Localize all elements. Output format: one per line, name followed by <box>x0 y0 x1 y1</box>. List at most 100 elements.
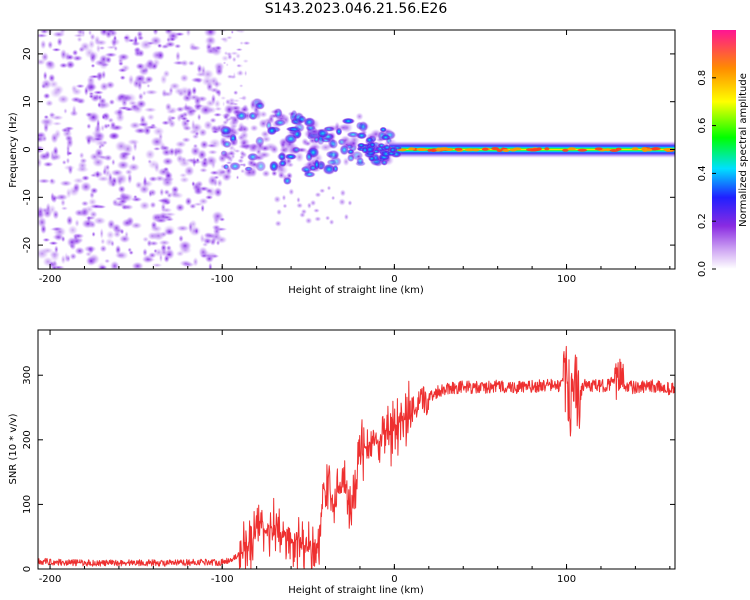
noise-speckle <box>53 245 59 254</box>
noise-speckle <box>105 230 115 240</box>
noise-speckle <box>187 60 196 67</box>
spectrogram-image <box>38 30 675 269</box>
noise-speckle <box>135 62 146 71</box>
transition-blob <box>276 208 283 216</box>
noise-speckle <box>231 56 237 63</box>
transition-blob <box>339 189 347 197</box>
noise-speckle <box>142 247 148 257</box>
noise-speckle <box>148 189 153 198</box>
noise-speckle <box>127 162 141 172</box>
noise-speckle <box>136 79 143 92</box>
spectrogram-transition-region <box>217 97 398 227</box>
carrier-hotspot <box>464 148 475 152</box>
noise-speckle <box>70 96 82 103</box>
noise-speckle <box>109 260 120 269</box>
noise-speckle <box>67 164 74 176</box>
noise-speckle <box>220 95 227 101</box>
transition-blob <box>314 216 322 222</box>
noise-speckle <box>49 178 55 184</box>
transition-blob <box>291 146 301 154</box>
noise-speckle <box>235 52 241 60</box>
noise-speckle <box>110 180 116 188</box>
noise-speckle <box>201 241 209 248</box>
transition-blob <box>283 133 298 145</box>
noise-speckle <box>81 174 90 182</box>
noise-speckle <box>213 112 223 118</box>
carrier-hotspot <box>513 147 522 151</box>
transition-blob <box>288 188 295 196</box>
carrier-hotspot <box>528 148 539 152</box>
noise-speckle <box>203 30 218 38</box>
noise-speckle <box>142 236 150 243</box>
noise-speckle <box>188 203 197 210</box>
noise-speckle <box>78 151 85 160</box>
noise-speckle <box>93 131 106 140</box>
noise-speckle <box>104 258 111 264</box>
snr-x-axis-label: Height of straight line (km) <box>288 585 424 596</box>
noise-speckle <box>52 209 60 220</box>
carrier-hotspot <box>615 147 622 151</box>
noise-speckle <box>95 43 101 54</box>
snr-series-line <box>38 345 675 569</box>
noise-speckle <box>100 238 106 245</box>
snr-x-tick-label: -200 <box>39 574 62 585</box>
noise-speckle <box>74 218 80 228</box>
transition-blob <box>296 196 301 204</box>
colorbar-tick-label: 0.4 <box>697 165 708 181</box>
noise-speckle <box>96 261 107 269</box>
noise-speckle <box>220 54 230 62</box>
noise-speckle <box>175 224 190 232</box>
noise-speckle <box>223 50 229 56</box>
transition-blob <box>281 194 287 202</box>
transition-blob <box>249 124 259 132</box>
transition-blob <box>330 195 336 201</box>
noise-speckle <box>174 203 186 213</box>
noise-speckle <box>98 60 109 70</box>
noise-speckle <box>69 252 78 261</box>
noise-speckle <box>205 186 217 198</box>
noise-speckle <box>89 186 99 195</box>
noise-speckle <box>213 61 225 72</box>
noise-speckle <box>136 30 144 39</box>
noise-speckle <box>71 49 79 57</box>
transition-blob <box>278 159 287 168</box>
transition-blob <box>273 118 287 127</box>
carrier-hotspot <box>496 148 503 152</box>
noise-speckle <box>178 234 184 243</box>
noise-speckle <box>51 47 62 52</box>
noise-speckle <box>148 240 159 247</box>
noise-speckle <box>40 39 47 50</box>
noise-speckle <box>207 174 219 187</box>
noise-speckle <box>38 178 51 184</box>
noise-speckle <box>235 175 240 180</box>
noise-speckle <box>206 106 217 114</box>
colorbar-label: Normalized spectral amplitude <box>738 73 749 227</box>
transition-blob <box>250 161 258 167</box>
noise-speckle <box>150 136 164 148</box>
noise-speckle <box>71 87 83 96</box>
noise-speckle <box>242 40 251 46</box>
noise-speckle <box>201 76 214 87</box>
noise-speckle <box>184 118 191 123</box>
noise-speckle <box>157 167 171 177</box>
noise-speckle <box>55 193 69 201</box>
noise-speckle <box>239 150 246 157</box>
noise-speckle <box>42 92 51 100</box>
noise-speckle <box>99 227 104 240</box>
carrier-hotspot <box>567 147 577 151</box>
noise-speckle <box>48 111 56 120</box>
transition-blob <box>319 142 333 152</box>
noise-speckle <box>51 226 63 232</box>
transition-blob <box>305 151 313 162</box>
noise-speckle <box>233 148 241 154</box>
noise-speckle <box>71 54 84 62</box>
transition-blob <box>273 107 280 115</box>
noise-speckle <box>112 230 122 239</box>
transition-blob <box>274 220 282 227</box>
noise-speckle <box>163 189 171 196</box>
noise-speckle <box>75 166 90 173</box>
noise-speckle <box>182 125 193 132</box>
spectrogram-y-tick-label: -10 <box>22 189 33 205</box>
transition-blob <box>269 144 280 155</box>
